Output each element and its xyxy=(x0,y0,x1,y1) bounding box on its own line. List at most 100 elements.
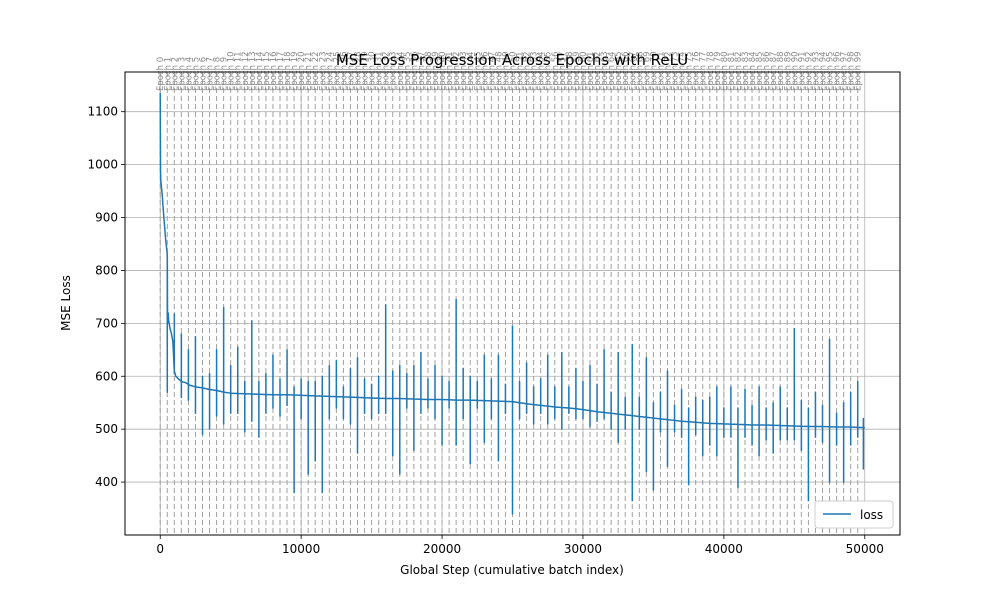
epoch-marker-label: Epoch 58 xyxy=(565,51,575,91)
epoch-marker-label: Epoch 68 xyxy=(635,51,645,91)
y-tick-label: 900 xyxy=(95,211,118,225)
epoch-marker-label: Epoch 66 xyxy=(621,51,631,91)
epoch-marker-label: Epoch 74 xyxy=(678,51,688,91)
epoch-marker-label: Epoch 72 xyxy=(664,51,674,91)
epoch-marker-label: Epoch 22 xyxy=(311,51,321,91)
epoch-marker-label: Epoch 61 xyxy=(586,51,596,91)
epoch-marker-label: Epoch 20 xyxy=(297,51,307,91)
epoch-marker-label: Epoch 54 xyxy=(537,51,547,91)
epoch-marker-label: Epoch 97 xyxy=(840,51,850,91)
epoch-marker-label: Epoch 50 xyxy=(509,51,519,91)
epoch-marker-label: Epoch 59 xyxy=(572,51,582,91)
x-tick-label: 0 xyxy=(156,542,164,556)
epoch-marker-label: Epoch 73 xyxy=(671,51,681,91)
epoch-marker-label: Epoch 67 xyxy=(628,51,638,91)
epoch-marker-label: Epoch 4 xyxy=(184,57,194,91)
epoch-marker-label: Epoch 43 xyxy=(459,51,469,91)
epoch-marker-label: Epoch 92 xyxy=(804,51,814,91)
epoch-marker-label: Epoch 30 xyxy=(368,51,378,91)
epoch-marker-label: Epoch 25 xyxy=(332,51,342,91)
y-axis-ticks: 400 500 600 700 800 900 1000 1100 xyxy=(87,105,125,489)
epoch-marker-label: Epoch 88 xyxy=(776,51,786,91)
epoch-marker-label: Epoch 10 xyxy=(227,51,237,91)
plot-area-frame xyxy=(124,71,901,536)
epoch-marker-label: Epoch 34 xyxy=(396,51,406,91)
epoch-marker-label: Epoch 32 xyxy=(382,51,392,91)
series-line-loss xyxy=(159,93,865,515)
epoch-marker-label: Epoch 5 xyxy=(191,57,201,91)
epoch-marker-label: Epoch 16 xyxy=(269,51,279,91)
epoch-marker-label: Epoch 33 xyxy=(389,51,399,91)
legend-label-loss: loss xyxy=(860,508,883,522)
epoch-marker-label: Epoch 28 xyxy=(354,51,364,91)
epoch-marker-label: Epoch 7 xyxy=(206,57,216,91)
epoch-marker-label: Epoch 13 xyxy=(248,51,258,91)
epoch-marker-label: Epoch 42 xyxy=(452,51,462,91)
epoch-marker-label: Epoch 62 xyxy=(593,51,603,91)
epoch-marker-label: Epoch 84 xyxy=(748,51,758,91)
epoch-marker-label: Epoch 78 xyxy=(706,51,716,91)
epoch-marker-label: Epoch 26 xyxy=(339,51,349,91)
y-tick-label: 400 xyxy=(95,475,118,489)
x-tick-label: 50000 xyxy=(846,542,884,556)
epoch-marker-label: Epoch 69 xyxy=(642,51,652,91)
epoch-marker-label: Epoch 60 xyxy=(579,51,589,91)
epoch-marker-label: Epoch 14 xyxy=(255,51,265,91)
x-axis-ticks: 0 10000 20000 30000 40000 50000 xyxy=(156,535,884,556)
epoch-marker-label: Epoch 48 xyxy=(494,51,504,91)
y-axis-label: MSE Loss xyxy=(59,275,73,331)
epoch-marker-label: Epoch 63 xyxy=(600,51,610,91)
epoch-marker-label: Epoch 39 xyxy=(431,51,441,91)
epoch-marker-label: Epoch 89 xyxy=(783,51,793,91)
epoch-marker-label: Epoch 65 xyxy=(614,51,624,91)
epoch-marker-label: Epoch 75 xyxy=(685,51,695,91)
epoch-marker-label: Epoch 46 xyxy=(480,51,490,91)
epoch-marker-label: Epoch 45 xyxy=(473,51,483,91)
y-tick-label: 800 xyxy=(95,263,118,277)
epoch-marker-label: Epoch 49 xyxy=(501,51,511,91)
x-axis-label: Global Step (cumulative batch index) xyxy=(400,563,624,577)
epoch-marker-label: Epoch 51 xyxy=(516,51,526,91)
epoch-marker-label: Epoch 57 xyxy=(558,51,568,91)
epoch-marker-label: Epoch 11 xyxy=(234,51,244,91)
x-tick-label: 20000 xyxy=(423,542,461,556)
epoch-marker-label: Epoch 2 xyxy=(170,57,180,91)
epoch-marker-label: Epoch 77 xyxy=(699,51,709,91)
epoch-marker-label: Epoch 47 xyxy=(487,51,497,91)
epoch-marker-label: Epoch 29 xyxy=(361,51,371,91)
epoch-marker-label: Epoch 94 xyxy=(819,51,829,91)
epoch-marker-label: Epoch 80 xyxy=(720,51,730,91)
epoch-marker-label: Epoch 27 xyxy=(346,51,356,91)
epoch-marker-label: Epoch 90 xyxy=(790,51,800,91)
epoch-marker-label: Epoch 70 xyxy=(649,51,659,91)
series-layer xyxy=(159,93,865,515)
epoch-marker-label: Epoch 87 xyxy=(769,51,779,91)
y-tick-label: 700 xyxy=(95,316,118,330)
epoch-marker-label: Epoch 31 xyxy=(375,51,385,91)
epoch-marker-label: Epoch 55 xyxy=(544,51,554,91)
chart-title: MSE Loss Progression Across Epochs with … xyxy=(336,51,688,69)
epoch-marker-label: Epoch 83 xyxy=(741,51,751,91)
epoch-marker-label: Epoch 79 xyxy=(713,51,723,91)
x-tick-label: 40000 xyxy=(705,542,743,556)
epoch-marker-label: Epoch 56 xyxy=(551,51,561,91)
epoch-marker-label: Epoch 12 xyxy=(241,51,251,91)
y-tick-label: 1100 xyxy=(87,105,118,119)
epoch-marker-label: Epoch 6 xyxy=(199,57,209,91)
epoch-marker-label: Epoch 38 xyxy=(424,51,434,91)
epoch-marker-label: Epoch 8 xyxy=(213,57,223,91)
epoch-marker-label: Epoch 93 xyxy=(811,51,821,91)
legend: loss xyxy=(814,500,894,529)
epoch-marker-label: Epoch 53 xyxy=(530,51,540,91)
epoch-marker-label: Epoch 98 xyxy=(847,51,857,91)
epoch-marker-label: Epoch 40 xyxy=(438,51,448,91)
epoch-marker-label: Epoch 19 xyxy=(290,51,300,91)
x-tick-label: 10000 xyxy=(282,542,320,556)
epoch-marker-label: Epoch 91 xyxy=(797,51,807,91)
epoch-marker-label: Epoch 23 xyxy=(318,51,328,91)
epoch-marker-label: Epoch 82 xyxy=(734,51,744,91)
epoch-marker-label: Epoch 85 xyxy=(755,51,765,91)
epoch-marker-label: Epoch 41 xyxy=(445,51,455,91)
epoch-marker-label: Epoch 76 xyxy=(692,51,702,91)
